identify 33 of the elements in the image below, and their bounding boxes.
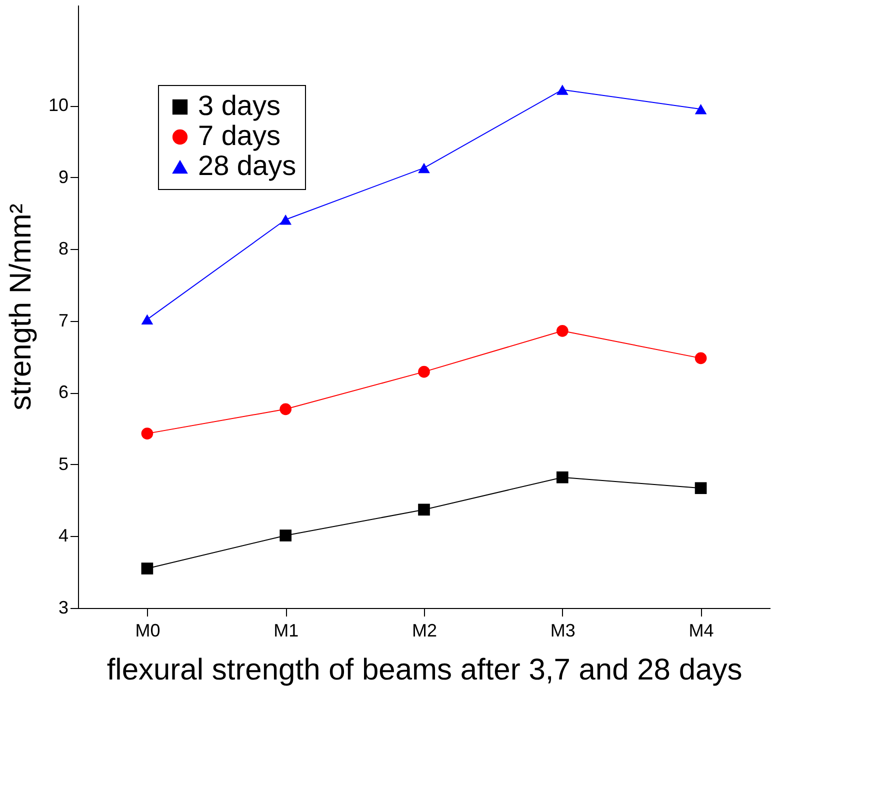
point: [280, 214, 292, 225]
point: [418, 162, 430, 174]
point: [418, 504, 430, 516]
point: [694, 104, 707, 114]
point: [556, 84, 568, 95]
legend-label: 28 days: [198, 150, 296, 181]
point: [694, 482, 707, 494]
x-tick-label: M4: [688, 620, 714, 640]
legend-label: 7 days: [198, 120, 280, 151]
point: [418, 366, 430, 378]
point: [141, 428, 154, 440]
y-tick-label: 8: [58, 238, 68, 259]
point: [556, 325, 568, 337]
y-tick-label: 4: [58, 526, 68, 546]
x-tick-label: M3: [550, 620, 576, 640]
point: [280, 403, 292, 416]
point: [141, 562, 154, 574]
x-tick-label: M2: [412, 620, 438, 640]
point: [694, 352, 707, 364]
point: [280, 530, 292, 542]
point: [556, 471, 568, 484]
y-tick-label: 7: [58, 310, 68, 330]
point: [141, 314, 154, 325]
y-tick-label: 10: [48, 95, 68, 115]
y-tick-label: 9: [58, 166, 68, 187]
legend-label: 3 days: [198, 90, 280, 121]
y-tick-label: 5: [58, 454, 68, 474]
y-tick-label: 6: [58, 382, 68, 402]
x-tick-label: M0: [135, 620, 160, 640]
y-axis-title: strength N/mm²: [4, 204, 38, 410]
x-tick-label: M1: [274, 620, 299, 640]
y-tick-label: 3: [58, 598, 68, 618]
x-axis-title: flexural strength of beams after 3,7 and 28 days: [106, 654, 742, 686]
